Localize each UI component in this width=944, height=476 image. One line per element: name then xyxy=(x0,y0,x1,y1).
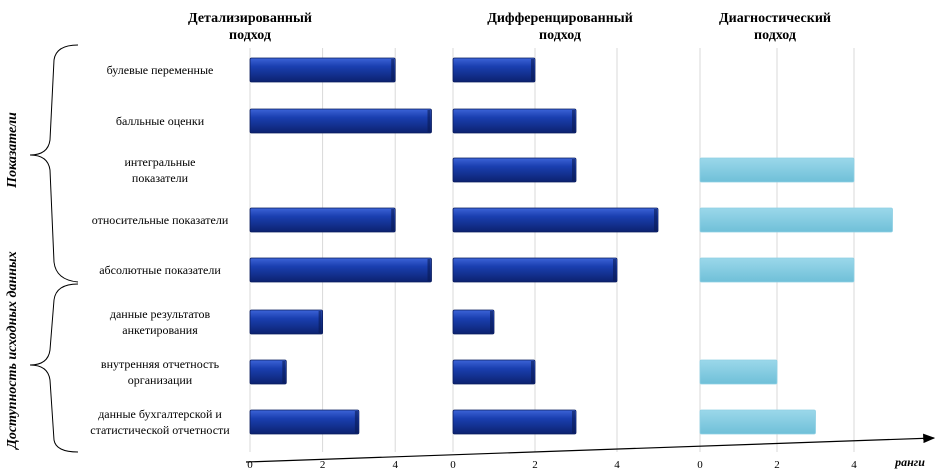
bar-panel-1-row-7 xyxy=(249,359,287,385)
tick-label-panel-2-4: 4 xyxy=(614,459,620,471)
bar-panel-1-row-6 xyxy=(249,309,323,335)
category-labels: булевые переменные балльные оценки интегра… xyxy=(90,63,230,437)
bar-panel-3-row-3 xyxy=(699,157,855,183)
panel-2-title-line-2: подход xyxy=(539,28,581,43)
tick-label-panel-2-0: 0 xyxy=(450,459,456,471)
category-label-6-line-1: данные результатов xyxy=(110,307,211,321)
tick-label-panel-2-2: 2 xyxy=(532,459,538,471)
bar-shadow-panel-2-row-5 xyxy=(613,259,616,281)
bar-panel-1-row-4 xyxy=(249,207,396,233)
bar-panel-2-row-3 xyxy=(452,157,577,183)
bar-shadow-panel-1-row-7 xyxy=(282,361,286,383)
category-label-3-line-2: показатели xyxy=(132,171,189,185)
bar-shadow-panel-2-row-2 xyxy=(572,110,575,132)
bar-panel-2-row-1 xyxy=(452,57,536,83)
panel-1-title-line-2: подход xyxy=(229,28,271,43)
tick-label-panel-3-0: 0 xyxy=(697,459,703,471)
panel-3-title-line-2: подход xyxy=(754,28,796,43)
panel-1-title-line-1: Детализированный xyxy=(188,11,312,26)
brace-data-availability xyxy=(29,283,79,453)
category-label-7-line-2: организации xyxy=(128,373,193,387)
bar-shadow-panel-1-row-4 xyxy=(391,209,395,231)
bar-panel-1-row-5 xyxy=(249,257,432,283)
bar-panel-1-row-1 xyxy=(249,57,396,83)
bar-panel-2-row-5 xyxy=(452,257,618,283)
category-label-7-line-1: внутренняя отчетность xyxy=(101,357,220,371)
bar-shadow-panel-2-row-1 xyxy=(531,59,534,81)
x-axis-label: ранги xyxy=(894,455,925,469)
brace-indicators xyxy=(29,44,79,283)
bar-shadow-panel-1-row-8 xyxy=(354,411,358,433)
bar-panel-2-row-2 xyxy=(452,108,577,134)
tick-label-panel-3-4: 4 xyxy=(851,459,857,471)
category-label-3-line-1: интегральные xyxy=(124,155,195,169)
category-label-6-line-2: анкетирования xyxy=(122,323,198,337)
tick-label-panel-1-4: 4 xyxy=(392,459,398,471)
bar-shadow-panel-2-row-6 xyxy=(490,311,493,333)
bar-shadow-panel-2-row-8 xyxy=(572,411,575,433)
category-label-8-line-1: данные бухгалтерской и xyxy=(98,407,222,421)
tick-label-panel-1-0: 0 xyxy=(247,459,253,471)
x-axis-arrow xyxy=(245,433,936,463)
tick-label-panel-3-2: 2 xyxy=(774,459,780,471)
bar-shadow-panel-1-row-2 xyxy=(427,110,431,132)
bar-panel-3-row-4 xyxy=(699,207,893,233)
tick-labels: 0 2 4 0 2 4 0 2 4 xyxy=(247,459,857,471)
bar-panel-2-row-7 xyxy=(452,359,536,385)
category-label-8-line-2: статистической отчетности xyxy=(90,423,230,437)
bars xyxy=(249,57,893,435)
bar-panel-2-row-8 xyxy=(452,409,577,435)
category-label-2-line-1: балльные оценки xyxy=(116,114,205,128)
bar-panel-1-row-2 xyxy=(249,108,432,134)
bar-shadow-panel-1-row-1 xyxy=(391,59,395,81)
bar-panel-2-row-6 xyxy=(452,309,495,335)
category-label-4-line-1: относительные показатели xyxy=(92,213,229,227)
panel-3-title-line-1: Диагностический xyxy=(719,11,831,26)
bar-shadow-panel-1-row-5 xyxy=(427,259,431,281)
bar-shadow-panel-1-row-6 xyxy=(318,311,322,333)
bar-shadow-panel-2-row-7 xyxy=(531,361,534,383)
category-label-1-line-1: булевые переменные xyxy=(107,63,214,77)
category-label-5-line-1: абсолютные показатели xyxy=(99,263,221,277)
tick-label-panel-1-2: 2 xyxy=(320,459,326,471)
bar-panel-1-row-8 xyxy=(249,409,360,435)
bar-shadow-panel-2-row-4 xyxy=(654,209,657,231)
panel-2-title-line-1: Дифференцированный xyxy=(487,11,633,26)
bar-panel-3-row-8 xyxy=(699,409,816,435)
bar-panel-2-row-4 xyxy=(452,207,659,233)
bar-panel-3-row-5 xyxy=(699,257,855,283)
bar-panel-3-row-7 xyxy=(699,359,778,385)
bar-shadow-panel-2-row-3 xyxy=(572,159,575,181)
group-label-data-availability: Доступность исходных данных xyxy=(5,251,20,451)
group-label-indicators: Показатели xyxy=(5,112,20,189)
